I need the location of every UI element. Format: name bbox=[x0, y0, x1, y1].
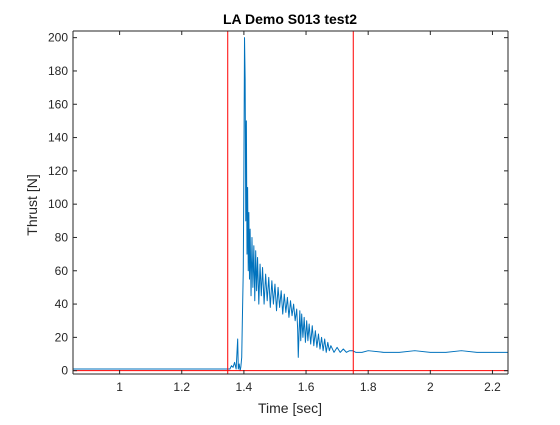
y-tick-label: 60 bbox=[55, 264, 69, 278]
plot-area bbox=[73, 31, 508, 374]
x-tick-label: 1.4 bbox=[236, 380, 253, 394]
x-tick-label: 2.2 bbox=[484, 380, 501, 394]
y-tick-label: 0 bbox=[61, 364, 68, 378]
x-tick-label: 1.2 bbox=[173, 380, 190, 394]
x-tick-label: 1 bbox=[116, 380, 123, 394]
x-axis-label: Time [sec] bbox=[258, 400, 322, 416]
series-line-0 bbox=[73, 37, 508, 372]
chart-title: LA Demo S013 test2 bbox=[223, 11, 357, 27]
x-tick-label: 1.8 bbox=[360, 380, 377, 394]
y-tick-label: 80 bbox=[55, 230, 69, 244]
y-tick-label: 140 bbox=[48, 131, 68, 145]
y-axis-label: Thrust [N] bbox=[24, 174, 40, 235]
y-tick-label: 160 bbox=[48, 97, 68, 111]
y-tick-label: 200 bbox=[48, 31, 68, 45]
axes: 1 1.2 1.4 1.6 1.8 2 2.2 0 20 40 60 80 100 120 140 160 18… bbox=[48, 30, 509, 394]
y-tick-label: 40 bbox=[55, 297, 69, 311]
x-tick-label: 1.6 bbox=[298, 380, 315, 394]
y-tick-label: 120 bbox=[48, 164, 68, 178]
y-tick-label: 100 bbox=[48, 197, 68, 211]
y-tick-label: 180 bbox=[48, 64, 68, 78]
y-tick-label: 20 bbox=[55, 330, 69, 344]
x-tick-label: 2 bbox=[427, 380, 434, 394]
